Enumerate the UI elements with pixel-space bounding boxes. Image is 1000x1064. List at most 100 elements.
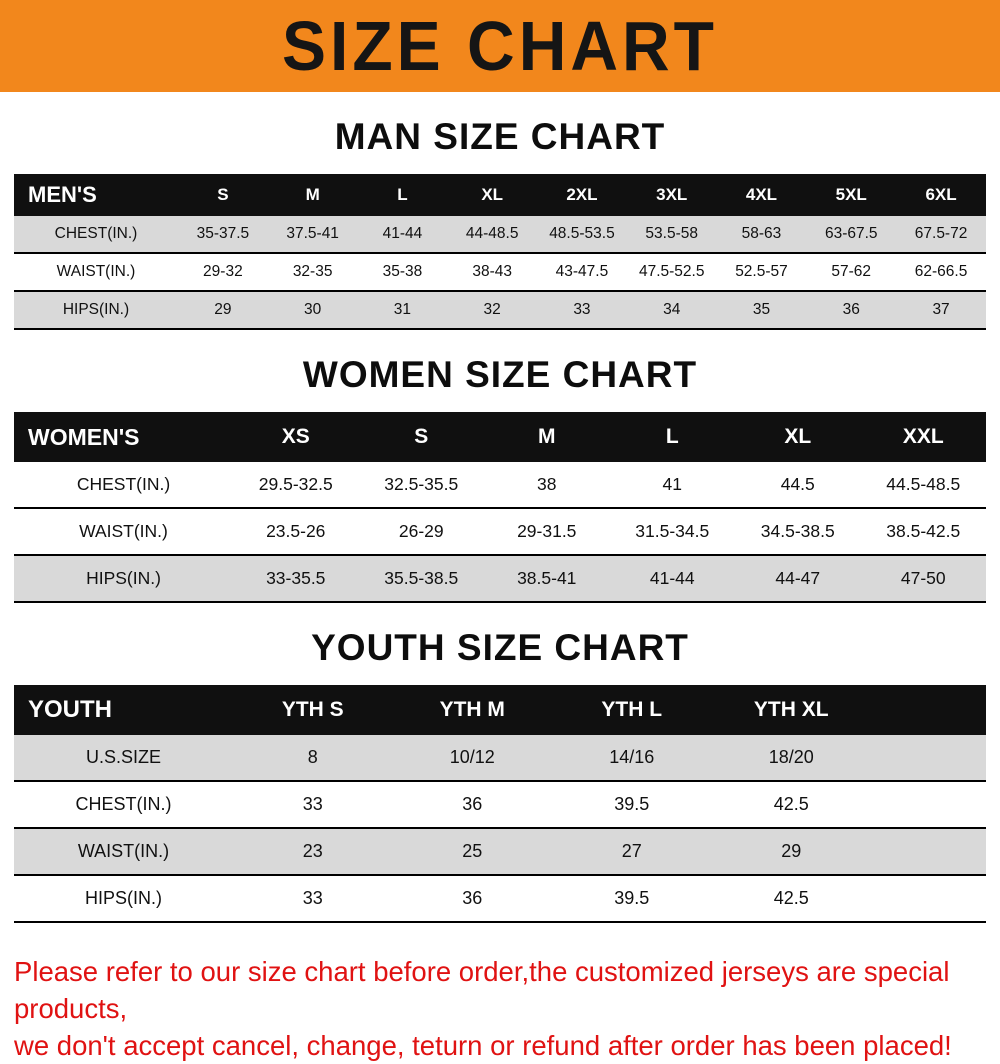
order-notice-line1: Please refer to our size chart before or… — [14, 956, 950, 1025]
youth-size-chart-heading: YOUTH SIZE CHART — [311, 627, 689, 668]
measurement-cell: 14/16 — [552, 735, 712, 782]
size-column-header: XXL — [902, 425, 944, 448]
measurement-cell: 37 — [896, 291, 986, 330]
measurement-cell: 34.5-38.5 — [735, 508, 861, 556]
size-column-header: 6XL — [925, 185, 957, 204]
measurement-cell: 29 — [711, 828, 871, 876]
measurement-cell: 33 — [233, 781, 393, 829]
measurement-cell: 26-29 — [358, 508, 484, 556]
measurement-cell: 53.5-58 — [626, 216, 717, 254]
size-column-header: L — [665, 425, 679, 448]
size-chart-banner: SIZE CHART — [0, 0, 1000, 92]
mens-size-table-wrap: MEN'S S M L XL 2XL 3XL 4XL 5XL 6XL CHEST(IN.) 35-37… — [14, 174, 986, 330]
size-column-header: YTH XL — [753, 698, 829, 721]
measurement-cell: 35-37.5 — [178, 216, 268, 254]
row-label-cell: WAIST(IN.) — [14, 508, 233, 556]
row-label-cell: U.S.SIZE — [14, 735, 233, 782]
measurement-cell: 33 — [537, 291, 627, 330]
youth-size-table-wrap: YOUTH YTH S YTH M YTH L YTH XL U.S.SIZE 8 10/12… — [14, 685, 986, 923]
measurement-cell: 67.5-72 — [896, 216, 986, 254]
measurement-cell: 31.5-34.5 — [609, 508, 735, 556]
measurement-cell: 32-35 — [267, 253, 358, 292]
filler-cell — [871, 781, 986, 829]
womens-size-table-wrap: WOMEN'S XS S M L XL XXL CHEST(IN.) 29.5-32.5 32.5… — [14, 412, 986, 603]
row-label-cell: WAIST(IN.) — [14, 253, 178, 292]
measurement-cell: 47.5-52.5 — [626, 253, 717, 292]
table-header-row: YOUTH YTH S YTH M YTH L YTH XL — [14, 685, 986, 735]
measurement-cell: 35 — [716, 291, 807, 330]
table-row: U.S.SIZE 8 10/12 14/16 18/20 — [14, 735, 986, 782]
measurement-cell: 23 — [233, 828, 393, 876]
measurement-cell: 29-31.5 — [484, 508, 610, 556]
filler-cell — [871, 735, 986, 782]
measurement-cell: 33-35.5 — [233, 555, 359, 603]
measurement-cell: 44.5 — [735, 462, 861, 509]
measurement-cell: 58-63 — [716, 216, 807, 254]
order-notice-line2: we don't accept cancel, change, teturn o… — [14, 1030, 952, 1062]
youth-size-table: YOUTH YTH S YTH M YTH L YTH XL U.S.SIZE 8 10/12… — [14, 685, 986, 923]
table-row: HIPS(IN.) 29 30 31 32 33 34 35 36 37 — [14, 291, 986, 330]
measurement-cell: 37.5-41 — [267, 216, 358, 254]
table-row: WAIST(IN.) 23 25 27 29 — [14, 828, 986, 876]
filler-cell — [871, 828, 986, 876]
measurement-cell: 42.5 — [711, 781, 871, 829]
table-row: CHEST(IN.) 29.5-32.5 32.5-35.5 38 41 44.5 44.5… — [14, 462, 986, 509]
row-label-cell: HIPS(IN.) — [14, 291, 178, 330]
mens-size-table: MEN'S S M L XL 2XL 3XL 4XL 5XL 6XL CHEST(IN.) 35-37… — [14, 174, 986, 330]
table-row: CHEST(IN.) 33 36 39.5 42.5 — [14, 781, 986, 829]
measurement-cell: 36 — [806, 291, 897, 330]
measurement-cell: 23.5-26 — [233, 508, 359, 556]
size-column-header: S — [414, 425, 429, 448]
measurement-cell: 33 — [233, 875, 393, 923]
measurement-cell: 27 — [552, 828, 712, 876]
measurement-cell: 29 — [178, 291, 268, 330]
measurement-cell: 44.5-48.5 — [860, 462, 986, 509]
size-column-header: 4XL — [745, 185, 778, 204]
size-column-header: XL — [481, 185, 504, 204]
measurement-cell: 48.5-53.5 — [537, 216, 627, 254]
measurement-cell: 29-32 — [178, 253, 268, 292]
size-column-header: YTH S — [281, 698, 344, 721]
row-label-cell: HIPS(IN.) — [14, 875, 233, 923]
measurement-cell: 42.5 — [711, 875, 871, 923]
womens-size-table: WOMEN'S XS S M L XL XXL CHEST(IN.) 29.5-32.5 32.5… — [14, 412, 986, 603]
size-column-header: M — [305, 185, 320, 204]
table-header-row: WOMEN'S XS S M L XL XXL — [14, 412, 986, 462]
order-notice: Please refer to our size chart before or… — [14, 953, 986, 1064]
measurement-cell: 44-48.5 — [447, 216, 538, 254]
table-row: HIPS(IN.) 33 36 39.5 42.5 — [14, 875, 986, 923]
measurement-cell: 29.5-32.5 — [233, 462, 359, 509]
row-label-cell: WAIST(IN.) — [14, 828, 233, 876]
measurement-cell: 25 — [392, 828, 552, 876]
measurement-cell: 43-47.5 — [537, 253, 627, 292]
measurement-cell: 38.5-42.5 — [860, 508, 986, 556]
measurement-cell: 57-62 — [806, 253, 897, 292]
size-column-header: XL — [784, 425, 812, 448]
measurement-cell: 52.5-57 — [716, 253, 807, 292]
size-column-header: M — [538, 425, 556, 448]
measurement-cell: 36 — [392, 781, 552, 829]
table-title-cell: YOUTH — [28, 696, 112, 723]
row-label-cell: CHEST(IN.) — [14, 216, 178, 254]
size-column-header: 5XL — [835, 185, 867, 204]
measurement-cell: 32 — [447, 291, 538, 330]
measurement-cell: 18/20 — [711, 735, 871, 782]
measurement-cell: 41 — [609, 462, 735, 509]
man-size-chart-heading: MAN SIZE CHART — [334, 116, 666, 157]
measurement-cell: 38-43 — [447, 253, 538, 292]
measurement-cell: 10/12 — [392, 735, 552, 782]
measurement-cell: 63-67.5 — [806, 216, 897, 254]
size-column-header: 3XL — [656, 185, 688, 204]
women-size-chart-heading: WOMEN SIZE CHART — [302, 354, 698, 395]
measurement-cell: 32.5-35.5 — [358, 462, 484, 509]
measurement-cell: 8 — [233, 735, 393, 782]
row-label-cell: CHEST(IN.) — [14, 781, 233, 829]
row-label-cell: CHEST(IN.) — [14, 462, 233, 509]
table-row: CHEST(IN.) 35-37.5 37.5-41 41-44 44-48.5 48.5… — [14, 216, 986, 254]
measurement-cell: 36 — [392, 875, 552, 923]
size-column-header: YTH M — [439, 698, 505, 721]
measurement-cell: 38 — [484, 462, 610, 509]
table-row: WAIST(IN.) 29-32 32-35 35-38 38-43 43-47.5 47.… — [14, 253, 986, 292]
measurement-cell: 62-66.5 — [896, 253, 986, 292]
measurement-cell: 35-38 — [357, 253, 448, 292]
